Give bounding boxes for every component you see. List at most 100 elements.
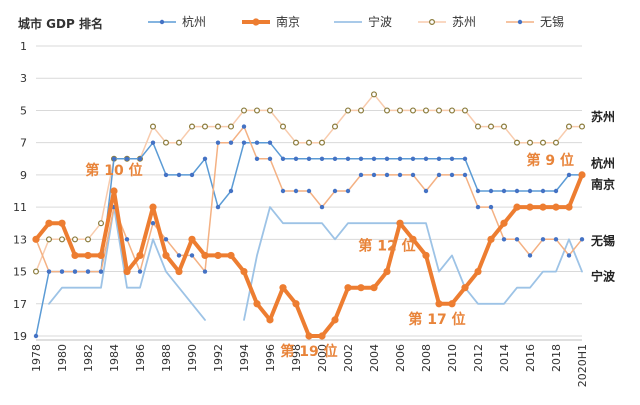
y-tick-label: 3 [20, 72, 27, 85]
data-point [137, 269, 143, 274]
x-tick-label: 2012 [472, 344, 485, 372]
data-point [176, 139, 183, 146]
data-point [371, 156, 377, 161]
data-point [540, 188, 546, 194]
data-point [215, 123, 222, 130]
x-tick-label: 2006 [394, 344, 407, 372]
end-label: 无锡 [590, 233, 615, 248]
x-tick-label: 2014 [498, 344, 511, 372]
data-point [33, 333, 39, 339]
series-line [34, 172, 584, 338]
data-point [331, 316, 339, 324]
data-point [241, 140, 247, 145]
annotation-label: 第 10 位 [85, 162, 142, 179]
data-point [163, 139, 170, 146]
data-point [423, 188, 429, 194]
data-point [526, 203, 534, 211]
data-point [501, 123, 508, 130]
data-point [578, 171, 586, 179]
data-point [228, 188, 234, 194]
data-point [254, 107, 261, 114]
data-point [358, 107, 365, 114]
data-point [280, 123, 287, 130]
data-point [410, 156, 416, 161]
data-point [475, 204, 481, 210]
data-point [513, 203, 521, 211]
data-point [436, 156, 442, 161]
data-point [514, 237, 520, 242]
data-point [488, 204, 494, 210]
data-point [32, 235, 40, 243]
legend-label: 南京 [276, 14, 300, 29]
data-point [462, 107, 469, 114]
data-point [384, 107, 391, 114]
data-point [332, 188, 338, 194]
legend-marker [517, 19, 523, 25]
data-point [267, 107, 274, 114]
data-point [215, 140, 221, 145]
data-point [201, 251, 209, 260]
legend: 杭州 南京 宁波 苏州 无锡 [148, 14, 564, 29]
series-layer [32, 91, 586, 340]
data-point [345, 107, 352, 114]
data-point [267, 156, 273, 161]
legend-label: 无锡 [540, 14, 564, 29]
data-point [189, 172, 195, 178]
data-point [500, 219, 508, 227]
data-point [332, 123, 339, 130]
y-tick-label: 7 [20, 137, 27, 150]
data-point [384, 172, 390, 178]
data-point [85, 269, 91, 274]
data-point [175, 267, 183, 276]
data-point [513, 139, 520, 146]
data-point [539, 203, 547, 211]
data-point [293, 188, 299, 194]
annotation-label: 第 19 位 [280, 343, 337, 360]
series-宁波 [48, 206, 583, 321]
data-point [383, 267, 391, 276]
x-tick-label: 1986 [134, 344, 147, 372]
series-line [35, 125, 583, 273]
data-point [410, 107, 417, 114]
data-point [423, 156, 429, 161]
data-point [527, 188, 533, 194]
data-point [422, 251, 430, 260]
data-point [84, 251, 92, 260]
data-point [449, 107, 456, 114]
data-point [137, 156, 143, 161]
data-point [293, 139, 300, 146]
data-point [397, 156, 403, 161]
x-tick-label: 1990 [186, 344, 199, 372]
data-point [409, 235, 417, 243]
data-point [280, 188, 286, 194]
data-point [45, 219, 53, 227]
data-point [487, 235, 495, 243]
data-point [253, 300, 261, 308]
data-point [163, 172, 169, 178]
data-point [410, 172, 416, 178]
data-point [84, 236, 91, 243]
y-tick-label: 19 [13, 330, 27, 343]
data-point [435, 300, 443, 308]
x-tick-label: 1980 [56, 344, 69, 372]
data-point [149, 203, 157, 211]
data-point [123, 267, 131, 276]
data-point [358, 156, 364, 161]
data-point [176, 172, 182, 178]
x-tick-label: 1988 [160, 344, 173, 372]
x-tick-label: 1996 [264, 344, 277, 372]
data-point [59, 269, 65, 274]
data-point [136, 251, 144, 260]
data-point [98, 269, 104, 274]
legend-label: 杭州 [182, 14, 206, 29]
data-point [188, 235, 196, 243]
y-tick-label: 13 [13, 233, 27, 246]
end-label: 杭州 [591, 156, 615, 171]
data-point [474, 267, 482, 276]
data-point [527, 253, 533, 258]
y-tick-label: 11 [13, 201, 27, 214]
data-point [97, 251, 105, 260]
data-point [32, 268, 39, 275]
data-point [267, 140, 273, 145]
